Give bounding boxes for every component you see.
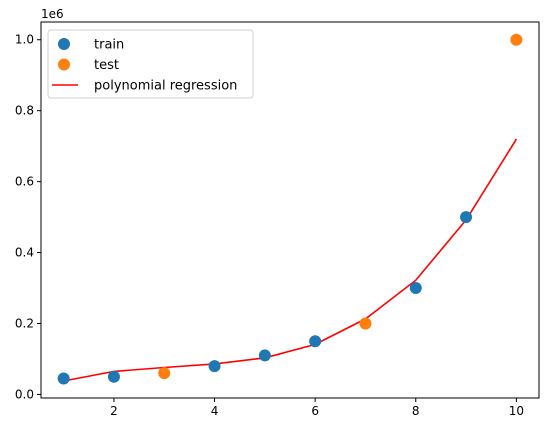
- y-tick-label: 0.8: [15, 104, 34, 118]
- y-tick-label: 0.0: [15, 387, 34, 401]
- y-tick-label: 0.4: [15, 246, 34, 260]
- legend: train test polynomial regression: [47, 29, 254, 99]
- y-axis-ticks: 0.0 0.2 0.4 0.6 0.8 1.0: [15, 33, 41, 401]
- legend-label: test: [94, 58, 119, 73]
- legend-label: polynomial regression: [94, 79, 237, 94]
- x-tick-label: 10: [509, 404, 524, 418]
- x-tick-label: 6: [311, 404, 319, 418]
- legend-label: train: [94, 38, 124, 53]
- point-test: [359, 317, 372, 330]
- y-tick-label: 0.6: [15, 175, 34, 189]
- point-train: [409, 282, 422, 295]
- point-test: [158, 367, 171, 380]
- point-train: [309, 335, 322, 348]
- chart-marks: [57, 33, 523, 385]
- point-train: [107, 370, 120, 383]
- point-train: [57, 372, 70, 385]
- x-axis-ticks: 2 4 6 8 10: [110, 398, 524, 418]
- y-tick-label: 0.2: [15, 317, 34, 331]
- legend-marker-test: [58, 58, 70, 71]
- series-line-polynomial-regression: [63, 138, 518, 382]
- plot-frame: [40, 21, 540, 399]
- legend-box: [47, 29, 254, 99]
- x-tick-label: 4: [211, 404, 219, 418]
- x-tick-label: 8: [412, 404, 420, 418]
- y-tick-label: 1.0: [15, 33, 34, 47]
- point-train: [258, 349, 271, 362]
- legend-marker-train: [58, 38, 70, 50]
- point-train: [208, 360, 221, 373]
- point-train: [460, 211, 473, 224]
- point-test: [510, 33, 523, 46]
- y-offset-text: 1e6: [41, 7, 64, 21]
- x-tick-label: 2: [110, 404, 118, 418]
